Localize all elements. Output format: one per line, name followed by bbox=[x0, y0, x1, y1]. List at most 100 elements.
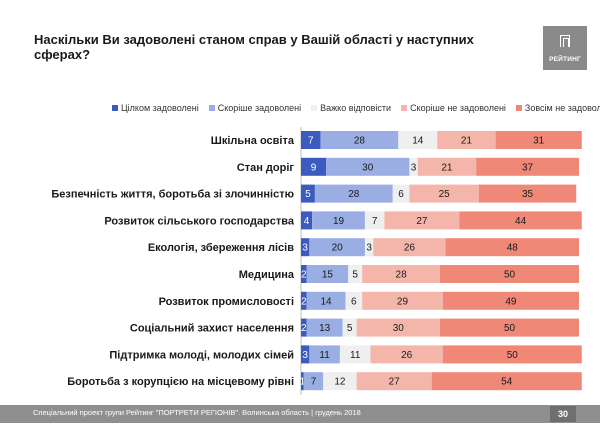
data-label: 1 bbox=[300, 377, 306, 388]
logo-text: РЕЙТИНГ bbox=[549, 56, 581, 63]
bar-segment bbox=[314, 184, 393, 203]
data-label: 15 bbox=[322, 270, 334, 281]
category-label: Стан доріг bbox=[237, 162, 295, 174]
bar-segment bbox=[301, 157, 327, 176]
legend-swatch bbox=[515, 105, 522, 111]
bar-segment bbox=[478, 184, 577, 203]
bar-segment bbox=[370, 345, 443, 364]
data-label: 26 bbox=[401, 350, 413, 361]
data-label: 37 bbox=[522, 162, 534, 173]
data-label: 31 bbox=[533, 136, 545, 147]
bar-segment bbox=[301, 265, 307, 283]
data-label: 27 bbox=[416, 216, 428, 227]
bar-segment bbox=[362, 291, 443, 310]
bar-segment bbox=[306, 291, 346, 310]
bar-segment bbox=[495, 131, 582, 149]
legend-item: Скоріше задоволені bbox=[208, 103, 301, 113]
data-label: 5 bbox=[352, 270, 358, 281]
bar-segment bbox=[301, 211, 313, 230]
legend-item: Важко відповісти bbox=[311, 103, 391, 113]
footer-bar: Спеціальний проект групи Рейтинг "ПОРТРЕ… bbox=[0, 405, 600, 423]
bar-segment bbox=[392, 184, 410, 203]
chart-legend: Цілком задоволені Скоріше задоволені Важ… bbox=[112, 102, 600, 114]
bar-segment bbox=[356, 318, 440, 337]
data-label: 4 bbox=[304, 216, 310, 227]
data-label: 50 bbox=[507, 350, 519, 361]
bar-segment bbox=[320, 131, 399, 149]
data-label: 6 bbox=[398, 189, 404, 200]
bar-segment bbox=[476, 157, 579, 176]
legend-swatch bbox=[112, 105, 118, 111]
bar-segment bbox=[445, 238, 579, 257]
bar-segment bbox=[459, 211, 582, 230]
bar-segment bbox=[398, 131, 438, 149]
data-label: 6 bbox=[351, 296, 357, 307]
category-label: Медицина bbox=[239, 269, 295, 281]
bar-segment bbox=[364, 211, 385, 230]
data-label: 7 bbox=[308, 136, 314, 147]
bar-segment bbox=[306, 318, 343, 337]
legend-label: Зовсім не задоволені bbox=[524, 103, 600, 113]
data-label: 29 bbox=[397, 296, 409, 307]
data-label: 30 bbox=[362, 162, 374, 173]
legend-label: Скоріше не задоволені bbox=[410, 103, 506, 113]
data-label: 5 bbox=[305, 189, 311, 200]
data-label: 14 bbox=[412, 136, 424, 147]
bar-segment bbox=[301, 291, 307, 310]
bar-segment bbox=[356, 372, 432, 391]
bar-segment bbox=[309, 345, 340, 364]
rating-logo: РЕЙТИНГ bbox=[543, 26, 587, 70]
category-label: Розвиток сільського господарства bbox=[104, 215, 295, 227]
bar-segment bbox=[348, 265, 363, 283]
bar-segment bbox=[301, 238, 310, 257]
data-label: 2 bbox=[301, 323, 307, 334]
bar-segment bbox=[301, 318, 307, 337]
data-label: 9 bbox=[311, 162, 317, 173]
legend-swatch bbox=[401, 105, 408, 111]
bar-segment bbox=[326, 157, 410, 176]
bar-segment bbox=[384, 211, 460, 230]
data-label: 48 bbox=[507, 243, 519, 254]
data-label: 13 bbox=[319, 323, 331, 334]
data-label: 26 bbox=[404, 243, 416, 254]
bar-segment bbox=[373, 238, 446, 257]
bar-segment bbox=[312, 211, 365, 230]
bar-segment bbox=[339, 345, 371, 364]
logo-mark-icon bbox=[560, 35, 570, 47]
data-label: 30 bbox=[393, 323, 405, 334]
bar-segment bbox=[442, 345, 582, 364]
data-label: 11 bbox=[350, 350, 361, 361]
category-label: Боротьба з корупцією на місцевому рівні bbox=[67, 376, 294, 388]
data-label: 28 bbox=[354, 136, 366, 147]
category-label: Розвиток промисловості bbox=[159, 296, 294, 308]
bar-segment bbox=[409, 157, 418, 176]
data-label: 2 bbox=[301, 270, 307, 281]
legend-label: Цілком задоволені bbox=[121, 103, 199, 113]
legend-swatch bbox=[311, 105, 318, 111]
chart-title: Наскільки Ви задоволені станом справ у В… bbox=[34, 32, 474, 62]
bar-segment bbox=[303, 372, 324, 391]
data-label: 50 bbox=[504, 270, 516, 281]
bar-segment bbox=[440, 318, 579, 337]
data-label: 20 bbox=[332, 243, 344, 254]
data-label: 28 bbox=[348, 189, 360, 200]
data-label: 35 bbox=[522, 189, 534, 200]
bar-segment bbox=[306, 265, 349, 283]
data-label: 44 bbox=[515, 216, 527, 227]
data-label: 25 bbox=[439, 189, 451, 200]
data-label: 11 bbox=[319, 350, 330, 361]
footer-text: Спеціальний проект групи Рейтинг "ПОРТРЕ… bbox=[33, 408, 361, 417]
bar-segment bbox=[409, 184, 479, 203]
legend-item: Зовсім не задоволені bbox=[515, 103, 600, 113]
category-label: Безпечність життя, боротьба зі злочинніс… bbox=[51, 189, 294, 201]
data-label: 14 bbox=[320, 296, 332, 307]
data-label: 3 bbox=[302, 350, 308, 361]
category-label: Екологія, збереження лісів bbox=[148, 242, 294, 254]
data-label: 7 bbox=[372, 216, 378, 227]
bar-segment bbox=[301, 184, 315, 203]
bar-segment bbox=[301, 372, 304, 391]
bar-segment bbox=[440, 265, 579, 283]
data-label: 54 bbox=[501, 377, 513, 388]
data-label: 7 bbox=[311, 377, 317, 388]
